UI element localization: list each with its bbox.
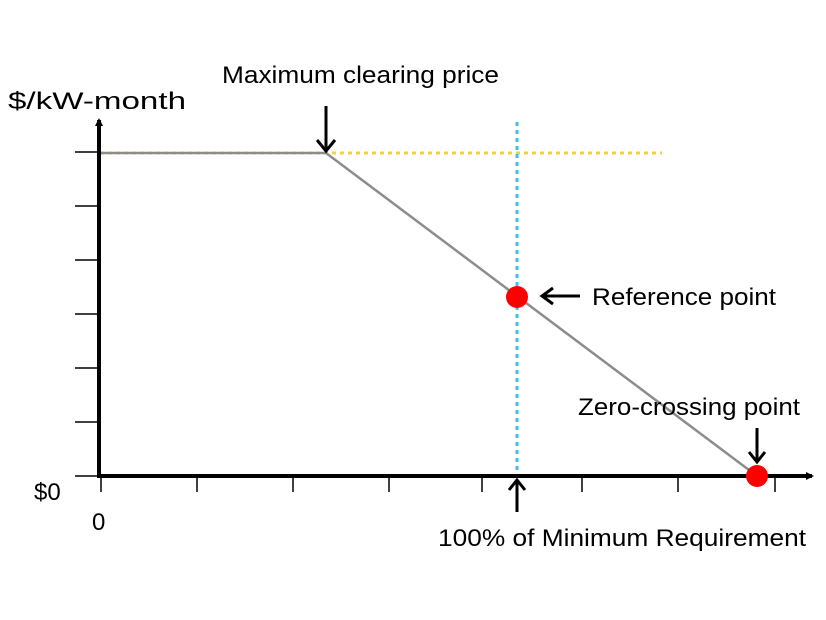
zero-crossing-arrow-icon xyxy=(747,428,767,465)
max-clearing-price-label: Maximum clearing price xyxy=(222,62,499,89)
x-axis-ticks xyxy=(100,476,776,492)
reference-point-marker xyxy=(506,286,528,308)
y-axis-label: $/kW-month xyxy=(8,88,186,115)
y-axis-ticks xyxy=(75,151,99,477)
demand-curve-line xyxy=(100,151,758,478)
max-price-arrow-icon xyxy=(315,106,337,154)
min-requirement-label: 100% of Minimum Requirement xyxy=(438,525,806,552)
reference-point-label: Reference point xyxy=(592,284,776,311)
zero-crossing-point-marker xyxy=(746,465,768,487)
x-zero-label: 0 xyxy=(92,509,105,536)
min-requirement-arrow-icon xyxy=(507,477,527,512)
y-zero-label: $0 xyxy=(34,479,61,506)
reference-point-arrow-icon xyxy=(539,286,580,306)
zero-crossing-point-label: Zero-crossing point xyxy=(578,394,800,421)
